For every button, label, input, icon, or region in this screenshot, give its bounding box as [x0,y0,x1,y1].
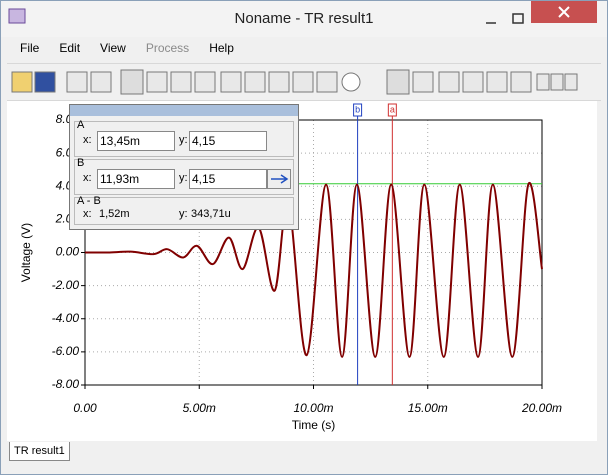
cursor-label: b [355,104,360,114]
menu-item: Process [145,41,190,55]
y-axis-label: Voltage (V) [19,223,33,282]
b-x-field[interactable]: 11,93m [97,169,175,189]
app-icon [8,8,26,24]
diff-x: 1,52m [99,208,130,220]
diff-y: 343,71u [191,208,231,220]
tool-button[interactable] [510,71,532,93]
tool-button[interactable] [438,71,460,93]
x-tick-label: 5.00m [183,401,216,415]
toolbar-icons [11,69,578,95]
left-button[interactable] [536,73,550,91]
y-tick-label: -4.00 [52,311,80,325]
group-diff: A - B x: 1,52m y: 343,71u [74,195,294,225]
y-label: y: [179,208,188,220]
line-button[interactable] [316,71,338,93]
group-label: A [77,119,85,131]
save-button[interactable] [34,71,56,93]
pointer-button[interactable] [120,69,144,95]
title-bar: Noname - TR result1 [1,1,607,37]
x-tick-label: 0.00 [73,401,97,415]
maximize-button[interactable] [512,13,524,24]
close-icon [558,6,570,18]
x-axis-label: Time (s) [292,418,336,432]
menu-item[interactable]: Edit [59,41,81,55]
cursor-label: a [390,104,395,114]
window-title: Noname - TR result1 [234,10,374,27]
cursor-flag [387,103,397,117]
updown-button[interactable] [550,73,564,91]
tool-button[interactable] [268,71,290,93]
menu-item[interactable]: View [100,41,126,55]
open-button[interactable] [11,71,33,93]
menu-item[interactable]: File [20,41,40,55]
y-label: y: [179,172,188,184]
y-tick-label: 0.00 [56,245,80,259]
tool-button[interactable] [486,71,508,93]
y-tick-label: -6.00 [52,344,80,358]
x-tick-label: 10.00m [293,401,333,415]
y-tick-label: -8.00 [52,377,80,391]
paste-button[interactable] [90,71,112,93]
group-label: A - B [77,195,101,207]
copy-button[interactable] [66,71,88,93]
circle-button[interactable] [341,72,361,92]
right-button[interactable] [564,73,578,91]
a-x-field[interactable]: 13,45m [97,131,175,151]
cursor-flag [353,103,363,117]
group-a: A x: 13,45m y: 4,15 [74,119,294,157]
y-tick-label: -2.00 [52,278,80,292]
group-b: B x: 11,93m y: 4,15 [74,157,294,195]
zoom-in-button[interactable] [146,71,168,93]
zoom-100-button[interactable] [170,71,192,93]
x-tick-label: 15.00m [408,401,448,415]
title-bar-icons [8,1,597,24]
panel-title-bar [70,105,298,116]
cursor-panel: A x: 13,45m y: 4,15 B x: 11,93m y: 4,15 … [69,104,299,230]
tool-button[interactable] [244,71,266,93]
cursor-a-button[interactable] [386,69,410,95]
tool-button[interactable] [292,71,314,93]
menu-item[interactable]: Help [209,41,234,55]
result-tab[interactable]: TR result1 [9,442,70,461]
cursor-b-button[interactable] [412,71,434,93]
x-tick-label: 20.00m [521,401,562,415]
x-label: x: [83,134,92,146]
b-y-field[interactable]: 4,15 [189,169,267,189]
a-y-field[interactable]: 4,15 [189,131,267,151]
x-label: x: [83,208,92,220]
x-label: x: [83,172,92,184]
grid-button[interactable] [194,71,216,93]
text-button[interactable] [220,71,242,93]
menu-bar: File Edit View Process Help [7,41,241,61]
toolbar [7,63,601,101]
tool-button[interactable] [462,71,484,93]
waveform [84,181,543,358]
swap-button[interactable] [267,169,291,189]
y-label: y: [179,134,188,146]
group-label: B [77,157,85,169]
